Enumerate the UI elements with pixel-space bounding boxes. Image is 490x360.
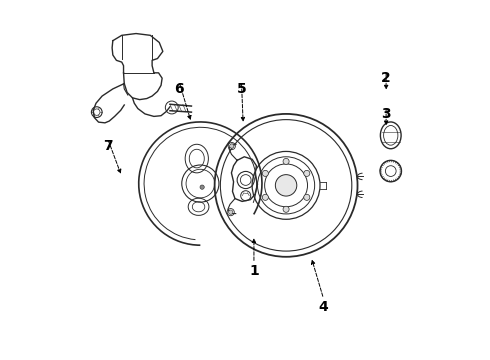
Circle shape (304, 194, 310, 201)
Circle shape (283, 158, 289, 165)
Circle shape (230, 144, 234, 148)
Circle shape (228, 210, 233, 214)
Circle shape (304, 170, 310, 176)
Text: 4: 4 (318, 300, 328, 314)
Circle shape (283, 206, 289, 212)
Text: 7: 7 (103, 139, 112, 153)
Circle shape (275, 175, 297, 196)
Text: 3: 3 (381, 107, 391, 121)
Circle shape (200, 185, 204, 189)
Text: 5: 5 (237, 82, 246, 96)
Circle shape (262, 170, 269, 176)
Text: 6: 6 (174, 82, 184, 96)
Text: 1: 1 (249, 264, 259, 278)
Text: 2: 2 (381, 71, 391, 85)
Circle shape (262, 194, 269, 201)
